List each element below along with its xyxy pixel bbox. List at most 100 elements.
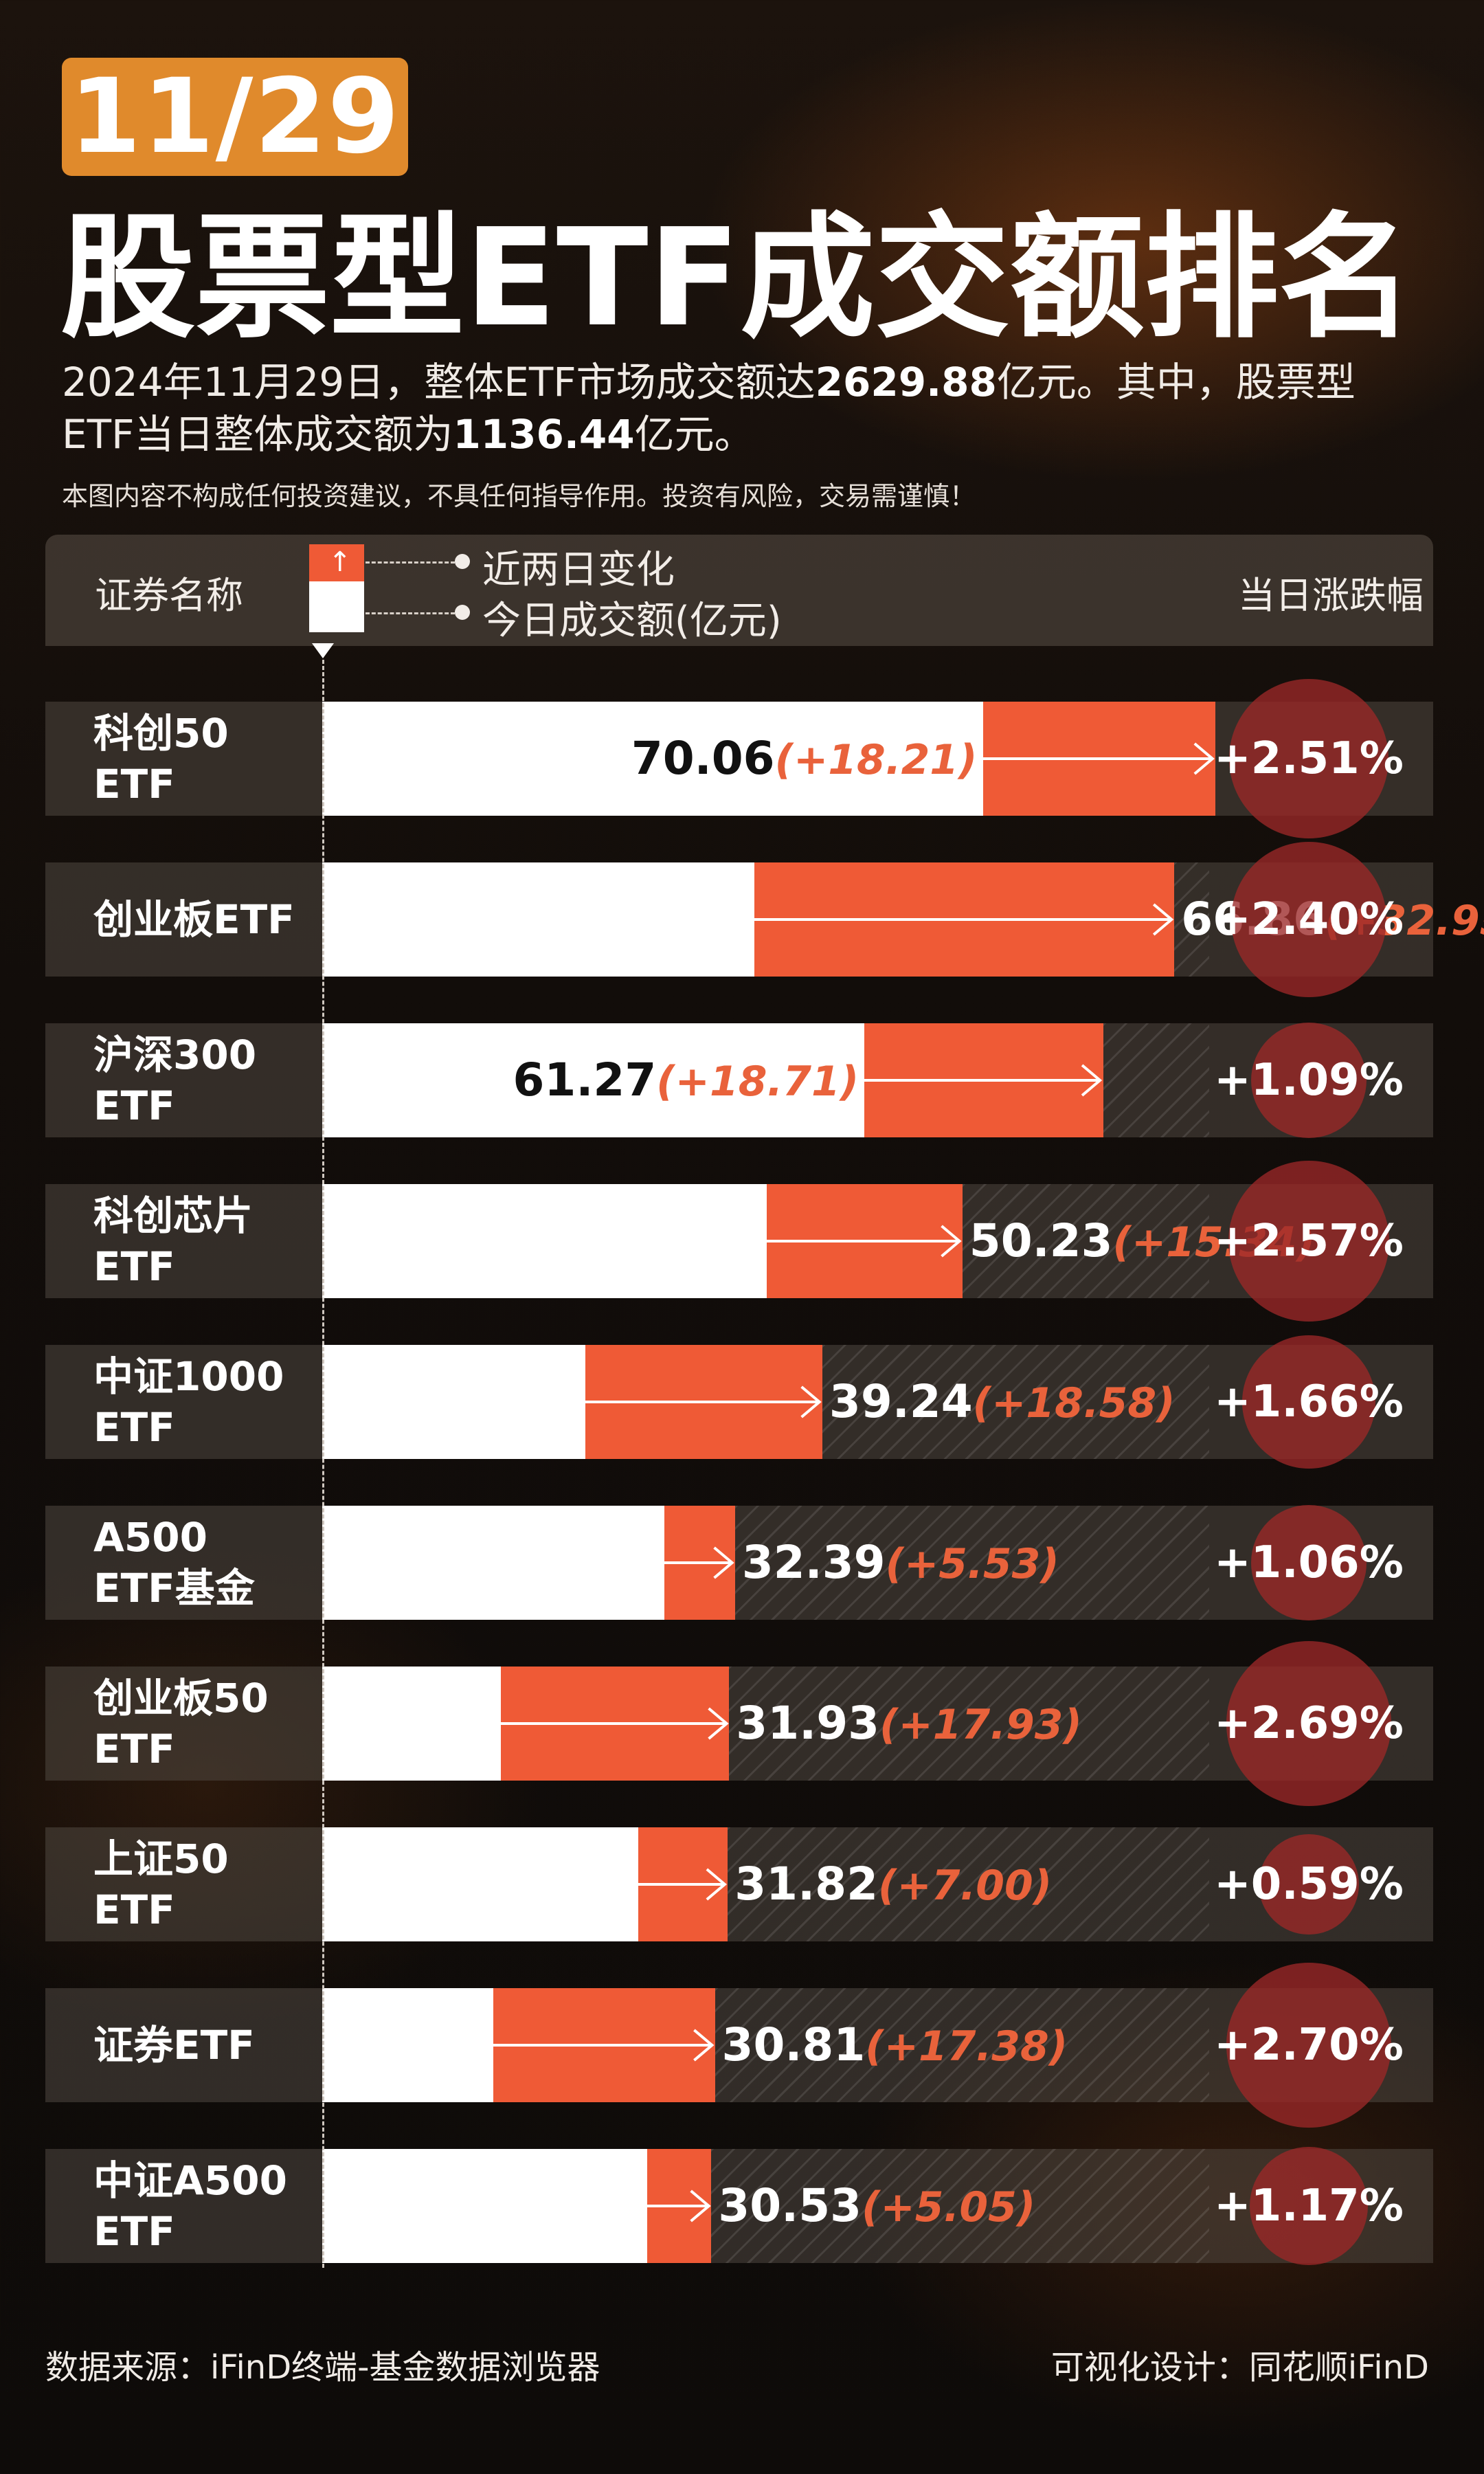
volume-value: 61.27 <box>513 1054 657 1106</box>
row-hatch-area <box>962 1184 1209 1298</box>
pct-change-label: +2.70% <box>1214 2020 1404 2071</box>
pct-change-label: +2.57% <box>1214 1216 1404 1267</box>
row-name-line: 上证50 <box>93 1836 229 1882</box>
bar-previous-volume <box>322 1988 494 2102</box>
summary-line-1: 2024年11月29日，整体ETF市场成交额达2629.88亿元。其中，股票型 <box>62 356 1436 408</box>
value-label: 61.27(+18.71) <box>513 1023 859 1137</box>
row-name-line: ETF <box>93 1082 175 1129</box>
bar-previous-volume <box>322 702 983 816</box>
pct-change-circle <box>1226 1963 1391 2128</box>
row-name: 创业板50 ETF <box>93 1673 313 1774</box>
summary-total-market-value: 2629.88 <box>815 359 997 405</box>
header-pct-column: 当日涨跌幅 <box>1238 574 1424 617</box>
row-name-line: 中证1000 <box>93 1353 284 1400</box>
summary-line2-suffix: 亿元。 <box>634 411 754 458</box>
row-background <box>45 1827 1433 1941</box>
value-label: 39.24(+18.58) <box>829 1345 1176 1459</box>
pct-change-circle <box>1250 1022 1367 1139</box>
value-label: 30.81(+17.38) <box>722 1988 1068 2102</box>
pct-change-circle <box>1251 1505 1367 1620</box>
summary-line1-prefix: 2024年11月29日，整体ETF市场成交额达 <box>62 359 816 405</box>
row-name: 中证A500 ETF <box>93 2155 313 2257</box>
pct-change-label: +1.06% <box>1214 1537 1404 1588</box>
change-arrow-icon <box>638 1827 728 1941</box>
change-arrow-icon <box>982 702 1215 816</box>
row-hatch-area <box>1103 1023 1209 1137</box>
pct-change-label: +1.09% <box>1214 1055 1404 1106</box>
row-hatch-area <box>715 1988 1209 2102</box>
pct-change-label: +2.69% <box>1214 1698 1404 1749</box>
value-label: 32.39(+5.53) <box>742 1506 1059 1620</box>
volume-value: 31.82 <box>734 1858 879 1910</box>
row-hatch-area <box>734 1506 1209 1620</box>
row-name-line: ETF基金 <box>93 1565 255 1612</box>
bar-previous-volume <box>322 2149 647 2263</box>
change-value: (+18.21) <box>774 736 978 784</box>
pct-change-label: +2.40% <box>1214 894 1404 945</box>
change-value: (+7.00) <box>878 1862 1053 1910</box>
row-name-line: ETF <box>93 1886 175 1933</box>
header-name-column: 证券名称 <box>95 574 243 617</box>
row-hatch-area <box>1174 862 1209 977</box>
bar-previous-volume <box>322 862 755 977</box>
row-name: A500 ETF基金 <box>93 1512 313 1614</box>
row-name-line: ETF <box>93 761 175 807</box>
row-name-line: 证券ETF <box>93 2022 255 2069</box>
change-arrow-icon <box>500 1667 730 1781</box>
row-background <box>45 1667 1433 1781</box>
footer-source: 数据来源：iFinD终端-基金数据浏览器 <box>45 2348 600 2387</box>
pct-change-circle <box>1229 679 1389 838</box>
value-label: 31.93(+17.93) <box>736 1667 1082 1781</box>
change-arrow-icon <box>767 1184 963 1298</box>
row-name-line: A500 <box>93 1514 207 1561</box>
volume-value: 31.93 <box>736 1697 880 1750</box>
bar-previous-volume <box>322 1023 865 1137</box>
row-name: 创业板ETF <box>93 894 313 945</box>
row-name-line: 创业板50 <box>93 1675 269 1721</box>
pct-change-label: +2.51% <box>1214 733 1404 784</box>
change-value: (+5.05) <box>862 2183 1036 2231</box>
change-arrow-icon <box>664 1506 735 1620</box>
legend-dot <box>455 605 470 620</box>
row-name: 科创芯片 ETF <box>93 1190 313 1292</box>
value-label: 30.53(+5.05) <box>718 2149 1035 2263</box>
row-background <box>45 1988 1433 2102</box>
bar-previous-volume <box>322 1184 767 1298</box>
legend-change-label: 近两日变化 <box>482 548 675 592</box>
bar-previous-volume <box>322 1345 586 1459</box>
change-arrow-icon <box>493 1988 715 2102</box>
summary-line2-prefix: ETF当日整体成交额为 <box>62 411 453 458</box>
legend-volume-swatch <box>309 581 364 632</box>
row-hatch-area <box>729 1667 1209 1781</box>
row-name-line: 科创50 <box>93 710 229 757</box>
change-arrow-icon <box>754 862 1174 977</box>
row-name: 科创50 ETF <box>93 708 313 810</box>
row-name-line: ETF <box>93 1243 175 1290</box>
summary-text: 2024年11月29日，整体ETF市场成交额达2629.88亿元。其中，股票型 … <box>62 356 1436 460</box>
axis-zero-line <box>322 660 324 2268</box>
pct-change-circle <box>1228 1160 1390 1322</box>
pct-change-circle <box>1250 2147 1368 2265</box>
volume-value: 30.81 <box>721 2018 866 2071</box>
row-name-line: 创业板ETF <box>93 896 295 943</box>
legend-dot <box>455 554 470 569</box>
row-hatch-area <box>728 1827 1209 1941</box>
row-name: 上证50 ETF <box>93 1834 313 1935</box>
change-value: (+17.93) <box>879 1701 1082 1749</box>
change-value: (+17.38) <box>865 2022 1068 2071</box>
date-badge: 11/29 <box>62 58 408 176</box>
row-background <box>45 1506 1433 1620</box>
row-name-line: 科创芯片 <box>93 1192 254 1239</box>
change-value: (+18.71) <box>656 1058 859 1106</box>
change-value: (+18.58) <box>972 1379 1176 1427</box>
pct-change-circle <box>1226 1641 1391 1806</box>
pct-change-circle <box>1258 1834 1360 1935</box>
footer-design-credit: 可视化设计：同花顺iFinD <box>1050 2348 1429 2387</box>
volume-value: 39.24 <box>829 1375 973 1428</box>
value-label: 70.06(+18.21) <box>631 702 978 816</box>
pct-change-label: +0.59% <box>1214 1859 1404 1910</box>
bar-previous-volume <box>322 1506 665 1620</box>
row-hatch-area <box>711 2149 1209 2263</box>
change-arrow-icon <box>647 2149 712 2263</box>
legend-volume-label: 今日成交额(亿元) <box>482 599 782 643</box>
